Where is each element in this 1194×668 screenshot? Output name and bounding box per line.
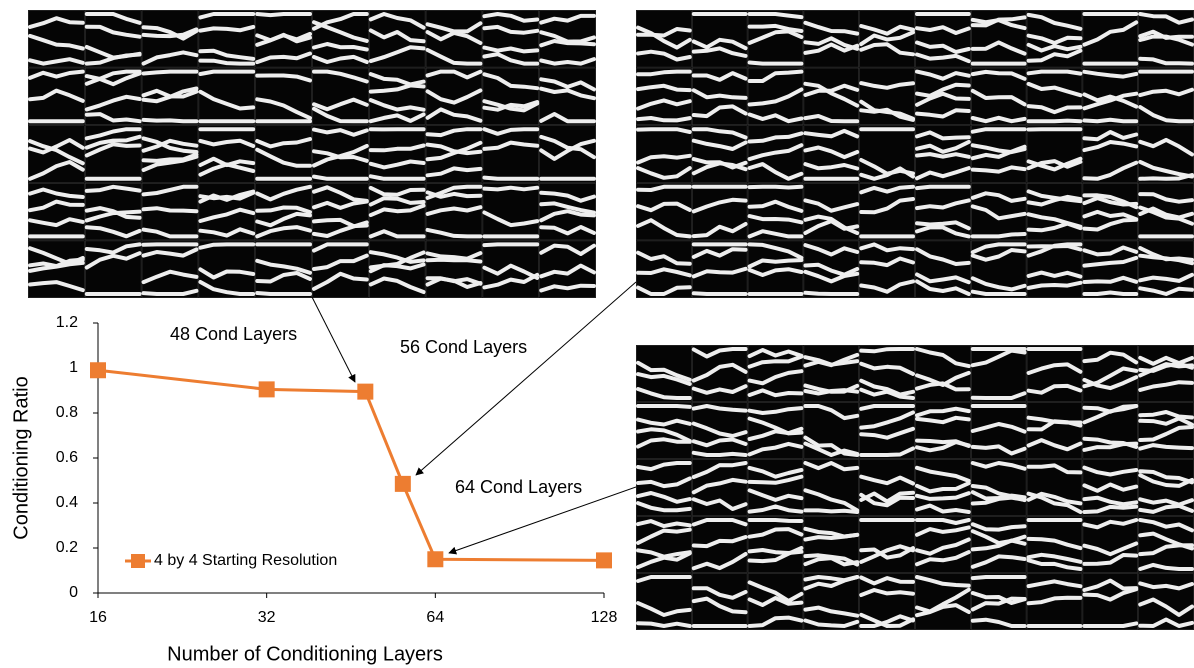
vessel: [484, 178, 537, 179]
annotation: 56 Cond Layers: [400, 337, 527, 357]
tile: [748, 517, 803, 573]
tile: [971, 183, 1026, 240]
series-line: [98, 370, 604, 560]
tile: [637, 574, 692, 630]
marker: [596, 552, 612, 568]
y-tick-label: 0.4: [56, 494, 78, 511]
figure: Number of Conditioning Layers Conditioni…: [0, 0, 1194, 668]
vessel: [428, 260, 481, 262]
vessel: [144, 120, 197, 121]
vessel: [314, 177, 367, 179]
tile: [1027, 68, 1082, 125]
vessel: [1029, 121, 1081, 122]
tile: [916, 183, 971, 240]
marker: [427, 551, 443, 567]
vessel: [484, 244, 537, 245]
tile: [199, 126, 255, 183]
tile: [142, 241, 198, 298]
y-tick-label: 0.6: [56, 449, 78, 466]
tile: [1083, 183, 1138, 240]
vessel: [257, 14, 310, 15]
tile: [313, 68, 369, 125]
legend-label: 4 by 4 Starting Resolution: [154, 552, 337, 569]
tile: [860, 517, 915, 573]
vessel: [694, 293, 746, 294]
vessel: [638, 406, 690, 407]
vessel: [750, 187, 802, 188]
y-tick-label: 1: [69, 359, 78, 376]
tile: [971, 126, 1026, 183]
tile: [1083, 11, 1138, 68]
vessel: [694, 453, 746, 455]
vessel: [861, 349, 913, 351]
marker: [395, 476, 411, 492]
x-tick-label: 128: [591, 609, 618, 626]
annotation-arrow: [312, 297, 355, 382]
marker: [357, 384, 373, 400]
vessel: [805, 293, 857, 294]
x-tick-label: 16: [89, 609, 107, 626]
tile: [483, 183, 539, 240]
y-tick-label: 1.2: [56, 314, 78, 331]
y-tick-label: 0.8: [56, 404, 78, 421]
legend-marker: [131, 554, 145, 568]
annotation-arrow: [449, 487, 636, 553]
marker: [259, 381, 275, 397]
x-tick-label: 32: [258, 609, 276, 626]
tile: [692, 183, 747, 240]
sample-panels: [28, 10, 1194, 630]
vessel: [750, 520, 802, 521]
vessel: [144, 72, 197, 74]
vessel: [917, 187, 969, 188]
y-axis-title: Conditioning Ratio: [10, 376, 32, 539]
annotation: 48 Cond Layers: [170, 324, 297, 344]
vessel: [1084, 293, 1136, 295]
vessel: [200, 27, 253, 31]
tile: [971, 346, 1026, 402]
vessel: [1084, 120, 1136, 121]
vessel: [1029, 72, 1081, 74]
y-tick-label: 0: [69, 584, 78, 601]
vessel: [973, 292, 1025, 294]
marker: [90, 362, 106, 378]
tile: [748, 183, 803, 240]
vessel: [805, 510, 857, 512]
tile: [1027, 126, 1082, 183]
annotation: 64 Cond Layers: [455, 477, 582, 497]
tile: [426, 241, 482, 298]
vessel: [257, 293, 310, 294]
tile: [142, 126, 198, 183]
x-axis-title: Number of Conditioning Layers: [167, 643, 443, 665]
tile: [29, 126, 85, 183]
x-tick-label: 64: [426, 609, 444, 626]
vessel: [484, 188, 537, 190]
y-tick-label: 0.2: [56, 539, 78, 556]
vessel: [750, 63, 802, 64]
tile: [637, 68, 692, 125]
tile: [369, 126, 425, 183]
tile: [199, 241, 255, 298]
vessel: [638, 118, 690, 120]
vessel: [973, 577, 1025, 578]
annotation-arrow: [416, 282, 636, 475]
tile: [483, 126, 539, 183]
tile: [1139, 68, 1194, 125]
